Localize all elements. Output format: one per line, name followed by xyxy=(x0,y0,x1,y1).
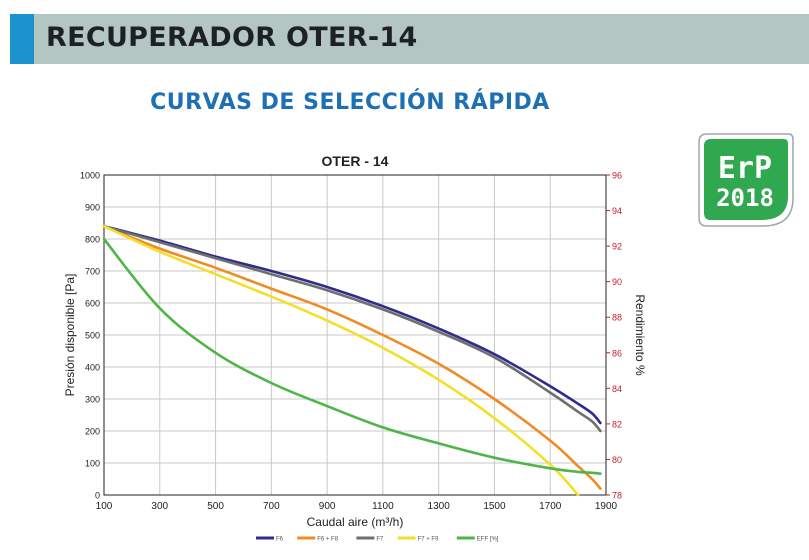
chart-title: OTER - 14 xyxy=(322,153,389,169)
erp-badge-line1: ErP xyxy=(718,151,772,186)
y2-tick-label: 78 xyxy=(612,491,622,501)
y2-tick-label: 82 xyxy=(612,419,622,429)
y-tick-label: 300 xyxy=(85,395,100,405)
header-accent xyxy=(10,14,34,64)
x-tick-label: 1500 xyxy=(483,501,506,512)
x-tick-label: 300 xyxy=(151,501,168,512)
y2-tick-label: 90 xyxy=(612,277,622,287)
y-tick-label: 0 xyxy=(95,491,100,501)
y2-tick-label: 80 xyxy=(612,455,622,465)
y2-tick-label: 94 xyxy=(612,206,622,216)
y2-axis-label: Rendimiento % xyxy=(633,294,647,376)
series-line-eff xyxy=(102,237,602,475)
series-line-f6-f8 xyxy=(102,224,602,490)
y-axis-label: Presión disponible [Pa] xyxy=(63,274,77,397)
page-title: RECUPERADOR OTER-14 xyxy=(46,22,418,53)
y-tick-label: 900 xyxy=(85,203,100,213)
y2-tick-label: 96 xyxy=(612,171,622,181)
y-tick-label: 500 xyxy=(85,331,100,341)
x-tick-label: 500 xyxy=(207,501,224,512)
y-tick-label: 100 xyxy=(85,459,100,469)
y-tick-label: 400 xyxy=(85,363,100,373)
series-line-f7-f9 xyxy=(102,224,580,497)
y-tick-label: 600 xyxy=(85,299,100,309)
plot-area-frame xyxy=(103,174,607,496)
legend-label-f7-f9: F7 + F9 xyxy=(418,537,440,543)
erp-badge-line2: 2018 xyxy=(716,184,774,212)
x-tick-label: 1900 xyxy=(595,501,618,512)
x-tick-label: 700 xyxy=(263,501,280,512)
y2-tick-label: 84 xyxy=(612,384,622,394)
y-tick-label: 200 xyxy=(85,427,100,437)
y-tick-label: 1000 xyxy=(80,171,100,181)
series-line-f7 xyxy=(102,224,602,433)
legend-label-f6: F6 xyxy=(276,537,284,543)
x-tick-label: 1700 xyxy=(539,501,562,512)
y2-tick-label: 88 xyxy=(612,313,622,323)
x-tick-label: 900 xyxy=(319,501,336,512)
chart-axes: 100 300 500 700 900 1100 1300 1500 1700 190001002… xyxy=(80,171,622,513)
legend-label-f6-f8: F6 + F8 xyxy=(317,537,339,543)
x-tick-label: 1100 xyxy=(372,501,394,512)
erp-2018-badge-icon: ErP 2018 xyxy=(698,133,794,227)
chart-legend: F6 F6 + F8 F7 F7 + F9 EFF [%] xyxy=(256,536,499,543)
y2-tick-label: 92 xyxy=(612,242,622,252)
selection-curves-chart: 100 300 500 700 900 1100 1300 1500 1700 190001002… xyxy=(63,153,647,543)
x-tick-label: 1300 xyxy=(428,501,451,512)
x-tick-label: 100 xyxy=(96,501,113,512)
y-tick-label: 800 xyxy=(85,235,100,245)
x-axis-label: Caudal aire (m³/h) xyxy=(307,515,404,529)
y2-tick-label: 86 xyxy=(612,348,622,358)
header-bar: RECUPERADOR OTER-14 xyxy=(10,14,809,64)
chart-series xyxy=(102,224,602,497)
legend-label-f7: F7 xyxy=(376,537,384,543)
y-tick-label: 700 xyxy=(85,267,100,277)
chart-section-subtitle: CURVAS DE SELECCIÓN RÁPIDA xyxy=(150,90,550,115)
series-line-f6 xyxy=(102,224,602,425)
legend-label-eff: EFF [%] xyxy=(477,537,499,543)
